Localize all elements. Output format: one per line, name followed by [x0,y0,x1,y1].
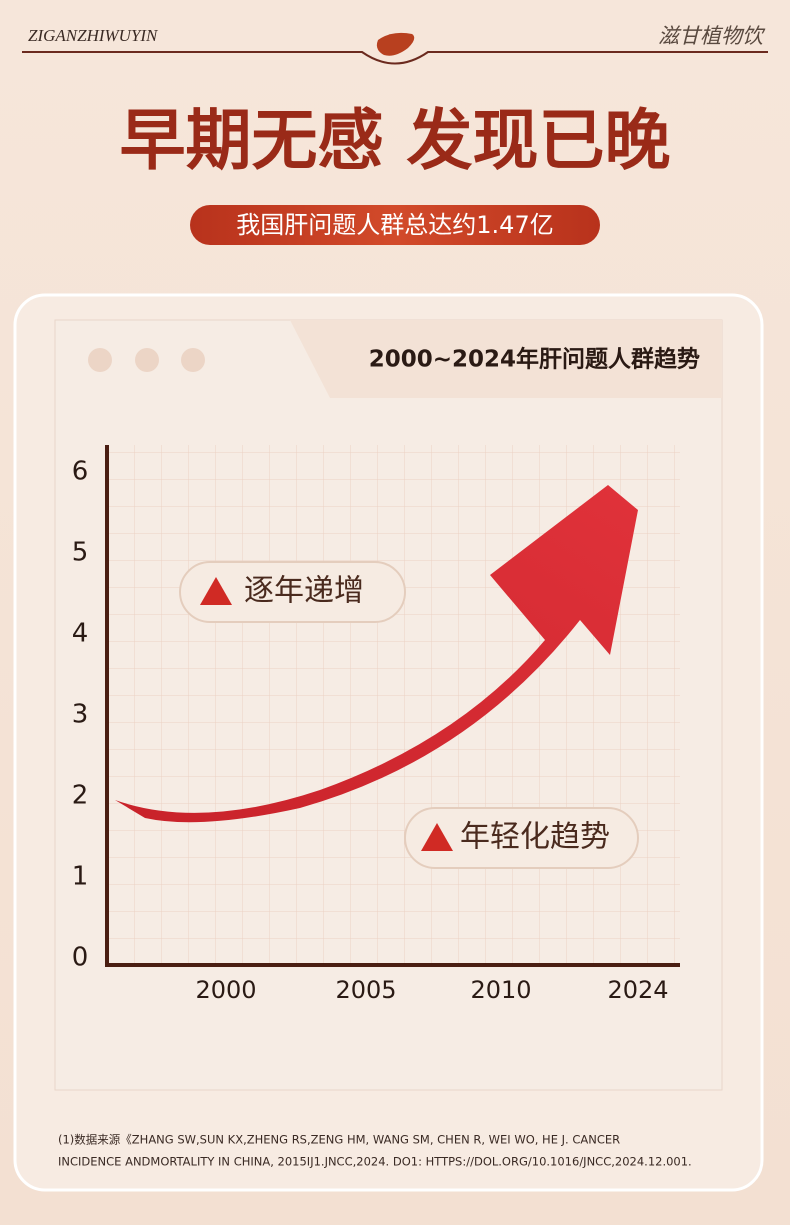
brand-latin: ZIGANZHIWUYIN [28,26,159,45]
dot [181,348,205,372]
liver-icon [376,32,415,56]
badge [404,807,639,869]
header-line [22,51,768,65]
chart-title: 2000~2024年肝问题人群趋势 [369,346,700,373]
y-tick-label: 3 [72,700,89,730]
subtitle: 我国肝问题人群总达约1.47亿 [236,211,553,239]
warning-icon [200,577,232,605]
y-tick-label: 4 [72,619,89,649]
badge-text: 逐年递增 [244,574,364,609]
x-tick-label: 2000 [195,976,256,1004]
x-tick-label: 2024 [607,976,668,1004]
x-tick-label: 2010 [470,976,531,1004]
brand-cn: 滋甘植物饮 [658,24,766,48]
tab [290,320,722,398]
y-tick-label: 1 [72,862,89,892]
y-tick-label: 0 [72,943,89,973]
badge-text: 年轻化趋势 [460,820,610,855]
title: 早期无感 发现已晚 [120,102,671,179]
footnote: INCIDENCE ANDMORTALITY IN CHINA, 2015IJ1… [58,1155,692,1169]
axis [105,445,680,967]
badge [179,561,406,623]
y-tick-label: 6 [72,457,89,487]
footnote: (1)数据来源《ZHANG SW,SUN KX,ZHENG RS,ZENG HM… [58,1133,620,1147]
warning-icon [421,823,453,851]
x-tick-label: 2005 [335,976,396,1004]
trend-arrow [115,485,638,823]
y-tick-label: 5 [72,538,89,568]
y-tick-label: 2 [72,781,89,811]
dot [135,348,159,372]
dot [88,348,112,372]
subtitle-pill [190,205,600,245]
